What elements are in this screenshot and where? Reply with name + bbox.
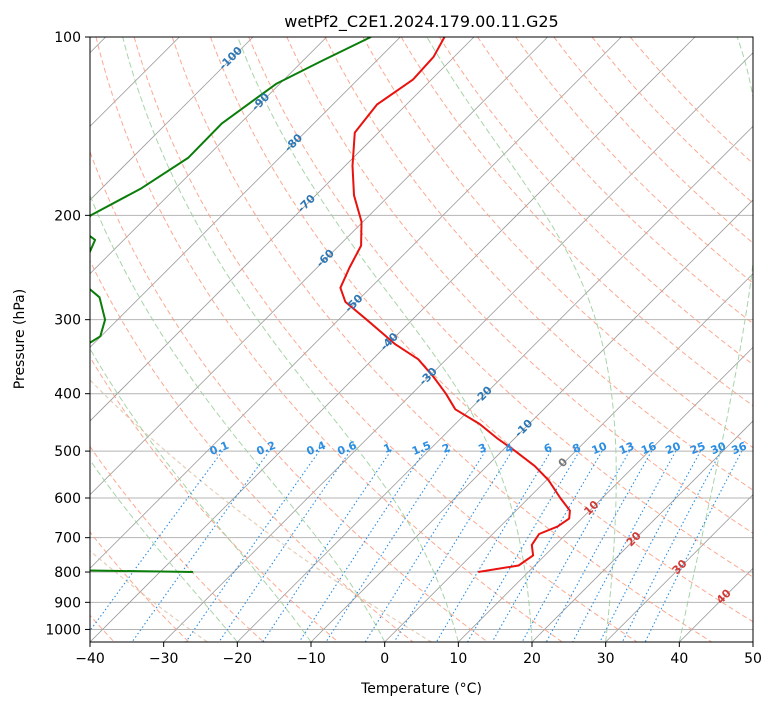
x-tick-label: −20 <box>223 651 253 667</box>
x-tick-label: 20 <box>523 651 541 667</box>
x-tick-label: 10 <box>449 651 467 667</box>
y-tick-label: 400 <box>54 387 81 403</box>
y-axis-label: Pressure (hPa) <box>12 289 28 389</box>
y-tick-label: 200 <box>54 208 81 224</box>
x-tick-label: 30 <box>597 651 615 667</box>
chart-title: wetPf2_C2E1.2024.179.00.11.G25 <box>284 12 558 32</box>
y-tick-label: 100 <box>54 30 81 46</box>
x-tick-label: 0 <box>380 651 389 667</box>
y-tick-label: 600 <box>54 491 81 507</box>
y-tick-label: 1000 <box>45 622 81 638</box>
x-tick-label: −30 <box>149 651 179 667</box>
x-tick-label: 50 <box>744 651 762 667</box>
x-tick-label: −40 <box>75 651 105 667</box>
x-tick-label: −10 <box>296 651 326 667</box>
y-tick-label: 700 <box>54 531 81 547</box>
y-tick-label: 900 <box>54 595 81 611</box>
y-tick-label: 500 <box>54 444 81 460</box>
x-tick-label: 40 <box>670 651 688 667</box>
y-tick-label: 300 <box>54 313 81 329</box>
x-axis-label: Temperature (°C) <box>360 681 482 697</box>
y-tick-label: 800 <box>54 565 81 581</box>
